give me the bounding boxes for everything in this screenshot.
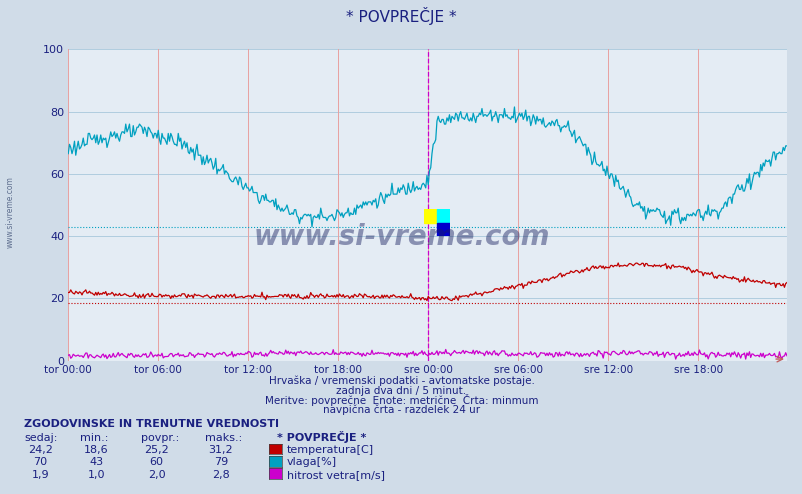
Text: 25,2: 25,2 bbox=[144, 445, 168, 455]
Text: hitrost vetra[m/s]: hitrost vetra[m/s] bbox=[286, 470, 384, 480]
Text: Meritve: povprečne  Enote: metrične  Črta: minmum: Meritve: povprečne Enote: metrične Črta:… bbox=[265, 394, 537, 406]
Text: 18,6: 18,6 bbox=[84, 445, 108, 455]
Text: navpična črta - razdelek 24 ur: navpična črta - razdelek 24 ur bbox=[322, 405, 480, 415]
Text: * POVPREČJE *: * POVPREČJE * bbox=[346, 7, 456, 25]
Text: sedaj:: sedaj: bbox=[24, 433, 58, 443]
Text: 2,0: 2,0 bbox=[148, 470, 165, 480]
Text: temperatura[C]: temperatura[C] bbox=[286, 445, 373, 455]
Text: www.si-vreme.com: www.si-vreme.com bbox=[253, 223, 549, 251]
Bar bbox=[436, 209, 449, 222]
Text: maks.:: maks.: bbox=[205, 433, 241, 443]
Text: ZGODOVINSKE IN TRENUTNE VREDNOSTI: ZGODOVINSKE IN TRENUTNE VREDNOSTI bbox=[24, 419, 279, 429]
Bar bbox=[423, 209, 436, 222]
Text: min.:: min.: bbox=[80, 433, 108, 443]
Text: 79: 79 bbox=[213, 457, 228, 467]
Text: zadnja dva dni / 5 minut.: zadnja dva dni / 5 minut. bbox=[336, 386, 466, 396]
Text: 24,2: 24,2 bbox=[28, 445, 52, 455]
Text: 2,8: 2,8 bbox=[212, 470, 229, 480]
Text: 1,0: 1,0 bbox=[87, 470, 105, 480]
Text: povpr.:: povpr.: bbox=[140, 433, 179, 443]
Text: * POVPREČJE *: * POVPREČJE * bbox=[277, 431, 366, 443]
Text: Hrvaška / vremenski podatki - avtomatske postaje.: Hrvaška / vremenski podatki - avtomatske… bbox=[268, 376, 534, 386]
Text: 1,9: 1,9 bbox=[31, 470, 49, 480]
Text: www.si-vreme.com: www.si-vreme.com bbox=[6, 176, 15, 248]
Text: 70: 70 bbox=[33, 457, 47, 467]
Text: 31,2: 31,2 bbox=[209, 445, 233, 455]
Text: 43: 43 bbox=[89, 457, 103, 467]
Text: 60: 60 bbox=[149, 457, 164, 467]
Text: vlaga[%]: vlaga[%] bbox=[286, 457, 336, 467]
Bar bbox=[436, 222, 449, 236]
